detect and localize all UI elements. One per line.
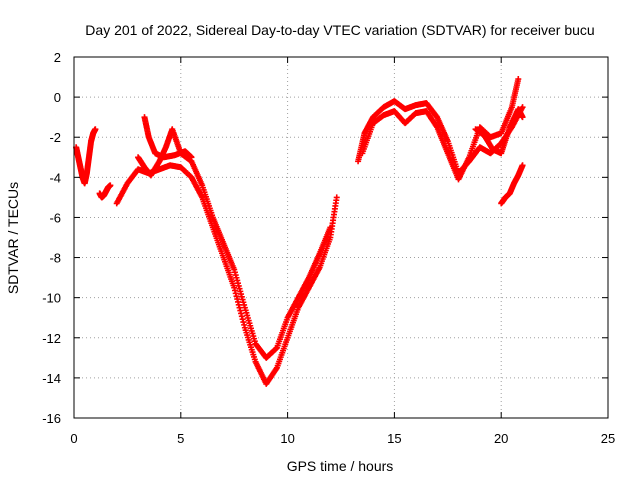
y-tick-label: 0	[54, 90, 61, 105]
series-trace-g	[359, 76, 522, 183]
y-tick-label: -4	[49, 170, 61, 185]
x-axis-label: GPS time / hours	[287, 458, 394, 474]
series-trace-e	[141, 114, 195, 161]
data-point	[515, 76, 522, 83]
x-tick-label: 10	[280, 431, 294, 446]
series-trace-b	[96, 182, 114, 201]
data-point	[107, 182, 114, 189]
y-tick-label: -14	[42, 371, 61, 386]
y-tick-label: -16	[42, 411, 61, 426]
y-tick-label: -12	[42, 331, 61, 346]
chart-title: Day 201 of 2022, Sidereal Day-to-day VTE…	[85, 22, 594, 38]
x-tick-label: 5	[177, 431, 184, 446]
x-tick-label: 20	[494, 431, 508, 446]
series-trace-i	[498, 162, 526, 207]
series-trace-a	[73, 126, 99, 187]
y-tick-label: -10	[42, 291, 61, 306]
data-point	[333, 194, 340, 201]
y-tick-label: -2	[49, 130, 61, 145]
plot-frame	[73, 56, 609, 419]
data-point	[92, 126, 99, 133]
y-tick-label: -6	[49, 210, 61, 225]
data-point	[327, 224, 334, 231]
data-point	[519, 104, 526, 111]
series-trace-c	[113, 162, 340, 387]
data-points	[73, 76, 526, 387]
grid-lines	[74, 57, 608, 418]
y-axis-label: SDTVAR / TECUs	[5, 182, 21, 294]
y-tick-label: 2	[54, 50, 61, 65]
data-point	[519, 114, 526, 121]
x-tick-label: 25	[601, 431, 615, 446]
series-trace-d	[135, 126, 334, 361]
y-tick-label: -8	[49, 251, 61, 266]
x-tick-label: 15	[387, 431, 401, 446]
x-tick-label: 0	[70, 431, 77, 446]
series-trace-h	[472, 106, 526, 157]
data-point	[519, 162, 526, 169]
data-point	[188, 154, 195, 161]
